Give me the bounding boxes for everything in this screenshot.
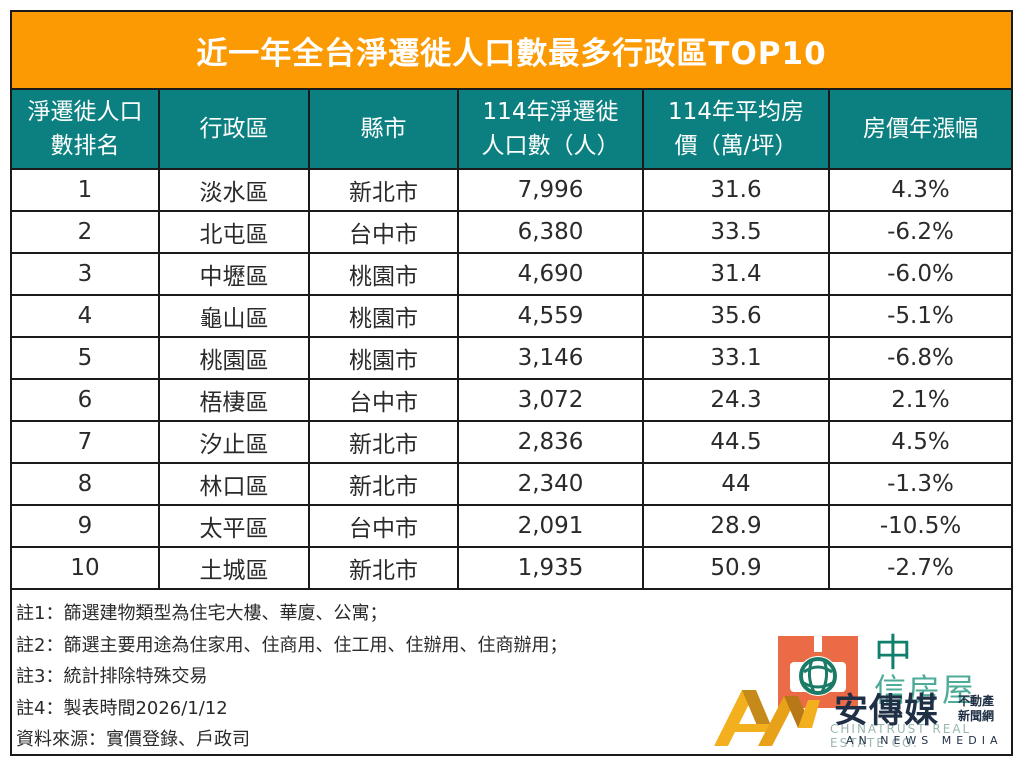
cell-rank: 9: [12, 504, 160, 548]
table-row: 10 土城區 新北市 1,935 50.9 -2.7%: [12, 546, 1011, 590]
cell-district: 汐止區: [158, 420, 310, 464]
cell-city: 新北市: [308, 546, 459, 590]
cell-net-migration: 3,072: [457, 378, 644, 422]
cell-price-change: -6.2%: [828, 210, 1011, 254]
header-rank: 淨遷徙人口 數排名: [12, 90, 160, 170]
table-row: 8 林口區 新北市 2,340 44 -1.3%: [12, 462, 1011, 506]
cell-net-migration: 1,935: [457, 546, 644, 590]
cell-rank: 4: [12, 294, 160, 338]
chinatrust-emblem-icon: [778, 636, 858, 708]
header-city: 縣市: [308, 90, 459, 170]
cell-city: 台中市: [308, 210, 459, 254]
note-2: 註2：篩選主要用途為住家用、住商用、住工用、住辦用、住商辦用；: [16, 634, 568, 656]
cell-city: 桃園市: [308, 294, 459, 338]
cell-net-migration: 6,380: [457, 210, 644, 254]
cell-rank: 2: [12, 210, 160, 254]
table-row: 1 淡水區 新北市 7,996 31.6 4.3%: [12, 168, 1011, 212]
cell-rank: 6: [12, 378, 160, 422]
header-district: 行政區: [158, 90, 310, 170]
chinatrust-name: 信房屋: [874, 671, 977, 709]
cell-net-migration: 7,996: [457, 168, 644, 212]
table-row: 4 龜山區 桃園市 4,559 35.6 -5.1%: [12, 294, 1011, 338]
cell-avg-price: 24.3: [642, 378, 830, 422]
cell-district: 太平區: [158, 504, 310, 548]
cell-avg-price: 44: [642, 462, 830, 506]
cell-district: 桃園區: [158, 336, 310, 380]
table-row: 5 桃園區 桃園市 3,146 33.1 -6.8%: [12, 336, 1011, 380]
cell-district: 梧棲區: [158, 378, 310, 422]
cell-price-change: -10.5%: [828, 504, 1011, 548]
table-row: 9 太平區 台中市 2,091 28.9 -10.5%: [12, 504, 1011, 548]
cell-city: 台中市: [308, 504, 459, 548]
chinatrust-english: CHINATRUST REAL ESTATE CO.: [830, 722, 972, 750]
cell-district: 中壢區: [158, 252, 310, 296]
cell-city: 桃園市: [308, 252, 459, 296]
cell-avg-price: 44.5: [642, 420, 830, 464]
cell-rank: 5: [12, 336, 160, 380]
cell-avg-price: 31.6: [642, 168, 830, 212]
cell-avg-price: 28.9: [642, 504, 830, 548]
cell-avg-price: 33.1: [642, 336, 830, 380]
table-row: 2 北屯區 台中市 6,380 33.5 -6.2%: [12, 210, 1011, 254]
table-title: 近一年全台淨遷徙人口數最多行政區TOP10: [12, 12, 1011, 90]
cell-rank: 1: [12, 168, 160, 212]
cell-city: 新北市: [308, 462, 459, 506]
an-news-name: 安傳媒: [834, 691, 939, 731]
cell-avg-price: 50.9: [642, 546, 830, 590]
header-avg-price: 114年平均房 價（萬/坪）: [642, 90, 830, 170]
cell-price-change: -2.7%: [828, 546, 1011, 590]
cell-price-change: 4.3%: [828, 168, 1011, 212]
cell-price-change: -1.3%: [828, 462, 1011, 506]
cell-district: 北屯區: [158, 210, 310, 254]
note-1: 註1：篩選建物類型為住宅大樓、華廈、公寓；: [16, 603, 388, 624]
an-news-sub1: 不動產: [958, 694, 995, 708]
an-news-english: AN NEWS MEDIA: [846, 734, 1003, 747]
note-4: 註4：製表時間2026/1/12: [16, 697, 228, 719]
table-row: 3 中壢區 桃園市 4,690 31.4 -6.0%: [12, 252, 1011, 296]
cell-avg-price: 33.5: [642, 210, 830, 254]
cell-district: 淡水區: [158, 168, 310, 212]
cell-rank: 8: [12, 462, 160, 506]
cell-district: 龜山區: [158, 294, 310, 338]
cell-rank: 10: [12, 546, 160, 590]
table-row: 6 梧棲區 台中市 3,072 24.3 2.1%: [12, 378, 1011, 422]
cell-district: 林口區: [158, 462, 310, 506]
cell-net-migration: 4,690: [457, 252, 644, 296]
header-row: 淨遷徙人口 數排名 行政區 縣市 114年淨遷徙 人口數（人） 114年平均房 價（萬…: [12, 90, 1011, 170]
chinatrust-char: 中: [874, 631, 913, 675]
chinatrust-logo: 中 信房屋 CHINATRUST REAL ESTATE CO.: [774, 631, 1004, 750]
an-news-sub2: 新聞網: [958, 709, 995, 723]
footnotes: 註1：篩選建物類型為住宅大樓、華廈、公寓； 註2：篩選主要用途為住家用、住商用、…: [12, 592, 1011, 756]
cell-price-change: -6.8%: [828, 336, 1011, 380]
an-news-subtitle: 不動產 新聞網: [958, 694, 994, 724]
an-news-media-logo: 安傳媒 不動產 新聞網 AN NEWS MEDIA: [712, 688, 1012, 752]
data-source: 資料來源：實價登錄、戶政司: [16, 729, 250, 750]
cell-city: 台中市: [308, 378, 459, 422]
cell-rank: 3: [12, 252, 160, 296]
header-price-change: 房價年漲幅: [828, 90, 1011, 170]
cell-avg-price: 35.6: [642, 294, 830, 338]
header-net-migration: 114年淨遷徙 人口數（人）: [457, 90, 644, 170]
cell-city: 新北市: [308, 420, 459, 464]
cell-rank: 7: [12, 420, 160, 464]
cell-district: 土城區: [158, 546, 310, 590]
cell-price-change: -6.0%: [828, 252, 1011, 296]
cell-net-migration: 3,146: [457, 336, 644, 380]
an-news-emblem-icon: [714, 690, 820, 746]
ranking-table: 淨遷徙人口 數排名 行政區 縣市 114年淨遷徙 人口數（人） 114年平均房 價（萬…: [12, 90, 1011, 590]
cell-net-migration: 2,836: [457, 420, 644, 464]
cell-net-migration: 2,340: [457, 462, 644, 506]
cell-price-change: 4.5%: [828, 420, 1011, 464]
note-3: 註3：統計排除特殊交易: [16, 666, 208, 687]
cell-price-change: -5.1%: [828, 294, 1011, 338]
cell-net-migration: 2,091: [457, 504, 644, 548]
cell-avg-price: 31.4: [642, 252, 830, 296]
cell-city: 桃園市: [308, 336, 459, 380]
cell-city: 新北市: [308, 168, 459, 212]
table-row: 7 汐止區 新北市 2,836 44.5 4.5%: [12, 420, 1011, 464]
data-table-card: 近一年全台淨遷徙人口數最多行政區TOP10 淨遷徙人口 數排名 行政區 縣市 11…: [10, 10, 1013, 756]
cell-price-change: 2.1%: [828, 378, 1011, 422]
cell-net-migration: 4,559: [457, 294, 644, 338]
